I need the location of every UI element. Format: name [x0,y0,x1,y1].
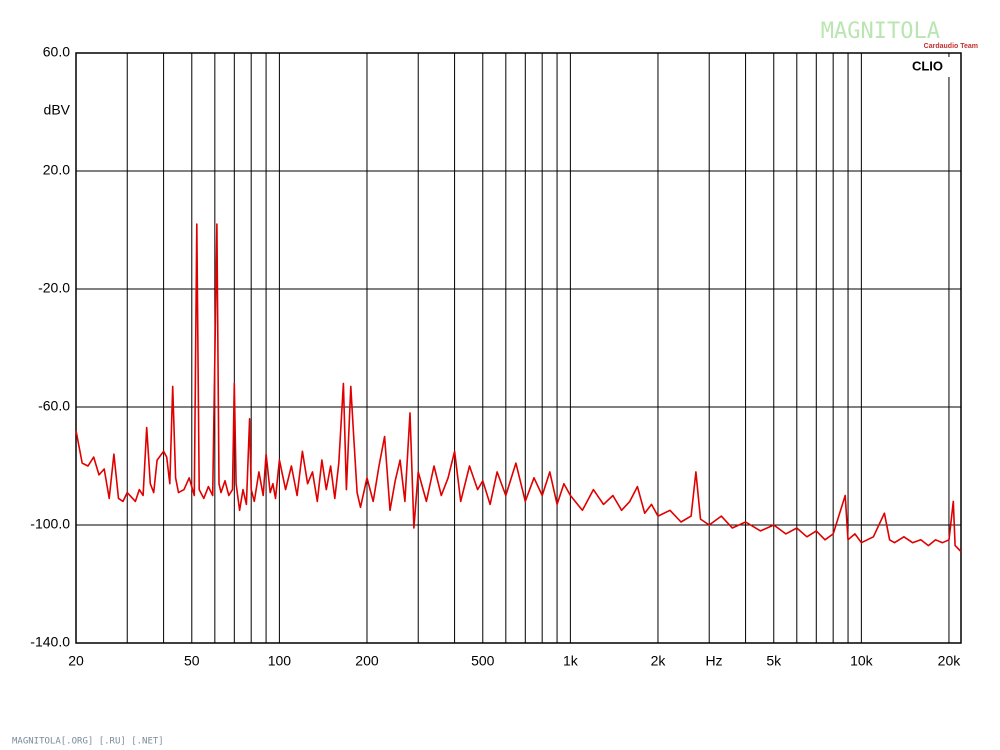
x-tick-label: 20k [938,653,962,669]
y-axis-label: dBV [44,102,71,118]
spectrum-line [75,223,962,553]
x-tick-label: 1k [563,653,579,669]
watermark-sub: Cardaudio Team [924,43,978,50]
x-tick-label: 200 [355,653,379,669]
y-tick-label: 20.0 [43,162,70,178]
watermark: MAGNITOLA [821,19,940,44]
brand-box [891,57,955,77]
y-tick-label: -100.0 [30,516,70,532]
x-tick-label: 20 [68,653,84,669]
x-tick-label: 5k [766,653,782,669]
x-tick-label: 50 [184,653,200,669]
brand-label: CLIO [912,58,943,73]
y-tick-label: -20.0 [38,280,70,296]
x-tick-label: 500 [471,653,495,669]
y-tick-label: 60.0 [43,44,70,60]
x-tick-label: 2k [651,653,667,669]
y-tick-label: -140.0 [30,634,70,650]
plot-frame [75,52,962,644]
x-tick-label: 10k [850,653,874,669]
footer: MAGNITOLA[.ORG] [.RU] [.NET] [12,737,164,747]
x-tick-label: 100 [268,653,292,669]
y-tick-label: -60.0 [38,398,70,414]
x-axis-label: Hz [705,653,722,669]
